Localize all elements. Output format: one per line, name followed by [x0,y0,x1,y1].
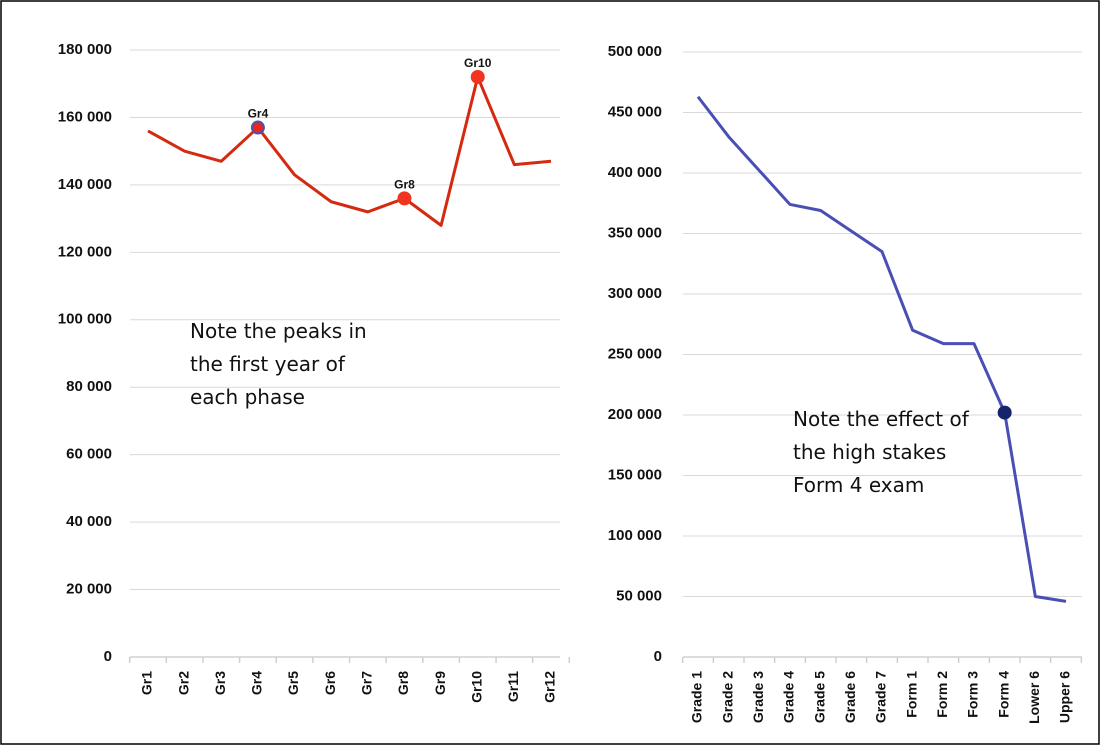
x-tick-label: Grade 4 [781,671,797,723]
note: Note the peaks in [190,319,367,343]
x-tick-label: Gr11 [505,671,521,702]
note: the first year of [190,352,346,376]
y-tick-label: 50 000 [616,587,662,604]
x-tick-label: Gr7 [359,671,375,695]
x-tick-label: Form 2 [934,671,950,718]
x-tick-label: Gr2 [175,671,191,695]
y-tick-label: 0 [104,648,112,665]
highlight-marker [470,69,485,84]
highlight-marker [397,191,412,206]
x-tick-label: Grade 5 [811,671,827,723]
note: the high stakes [793,440,946,464]
y-tick-label: 80 000 [66,378,112,395]
y-tick-label: 250 000 [608,345,662,362]
x-tick-label: Grade 6 [842,671,858,723]
x-tick-label: Grade 1 [689,671,705,723]
note: Note the effect of [793,407,970,431]
y-tick-label: 200 000 [608,406,662,423]
y-tick-label: 120 000 [58,243,112,260]
x-tick-label: Gr3 [212,671,228,695]
y-tick-label: 150 000 [608,466,662,483]
note: Form 4 exam [793,473,924,497]
x-tick-label: Gr10 [468,671,484,703]
highlight-label: Gr4 [248,107,269,121]
x-tick-label: Form 4 [995,671,1011,718]
y-tick-label: 350 000 [608,224,662,241]
y-tick-label: 140 000 [58,176,112,193]
x-tick-label: Gr12 [542,671,558,703]
y-tick-label: 20 000 [66,581,112,598]
highlight-marker [997,405,1012,420]
x-tick-label: Gr5 [285,671,301,695]
highlight-label: Gr8 [394,178,415,192]
x-tick-label: Form 3 [965,671,981,718]
y-tick-label: 400 000 [608,164,662,181]
y-tick-label: 40 000 [66,513,112,530]
y-tick-label: 180 000 [58,41,112,58]
x-tick-label: Gr4 [249,671,265,695]
x-tick-label: Grade 7 [873,671,889,723]
x-tick-label: Gr6 [322,671,338,695]
x-tick-label: Lower 6 [1026,671,1042,724]
x-tick-label: Grade 3 [750,671,766,723]
x-tick-label: Gr8 [395,671,411,695]
y-tick-label: 160 000 [58,108,112,125]
highlight-marker [250,120,265,135]
x-tick-label: Upper 6 [1057,671,1073,723]
y-tick-label: 0 [654,648,662,665]
y-tick-label: 60 000 [66,446,112,463]
highlight-label: Gr10 [464,56,492,70]
x-tick-label: Grade 2 [719,671,735,723]
y-tick-label: 300 000 [608,285,662,302]
y-tick-label: 500 000 [608,43,662,60]
y-tick-label: 100 000 [58,311,112,328]
y-tick-label: 100 000 [608,527,662,544]
y-tick-label: 450 000 [608,103,662,120]
line [147,75,552,227]
x-tick-label: Form 1 [903,671,919,718]
x-tick-label: Gr9 [432,671,448,695]
x-tick-label: Gr1 [139,671,155,695]
note: each phase [190,385,305,409]
